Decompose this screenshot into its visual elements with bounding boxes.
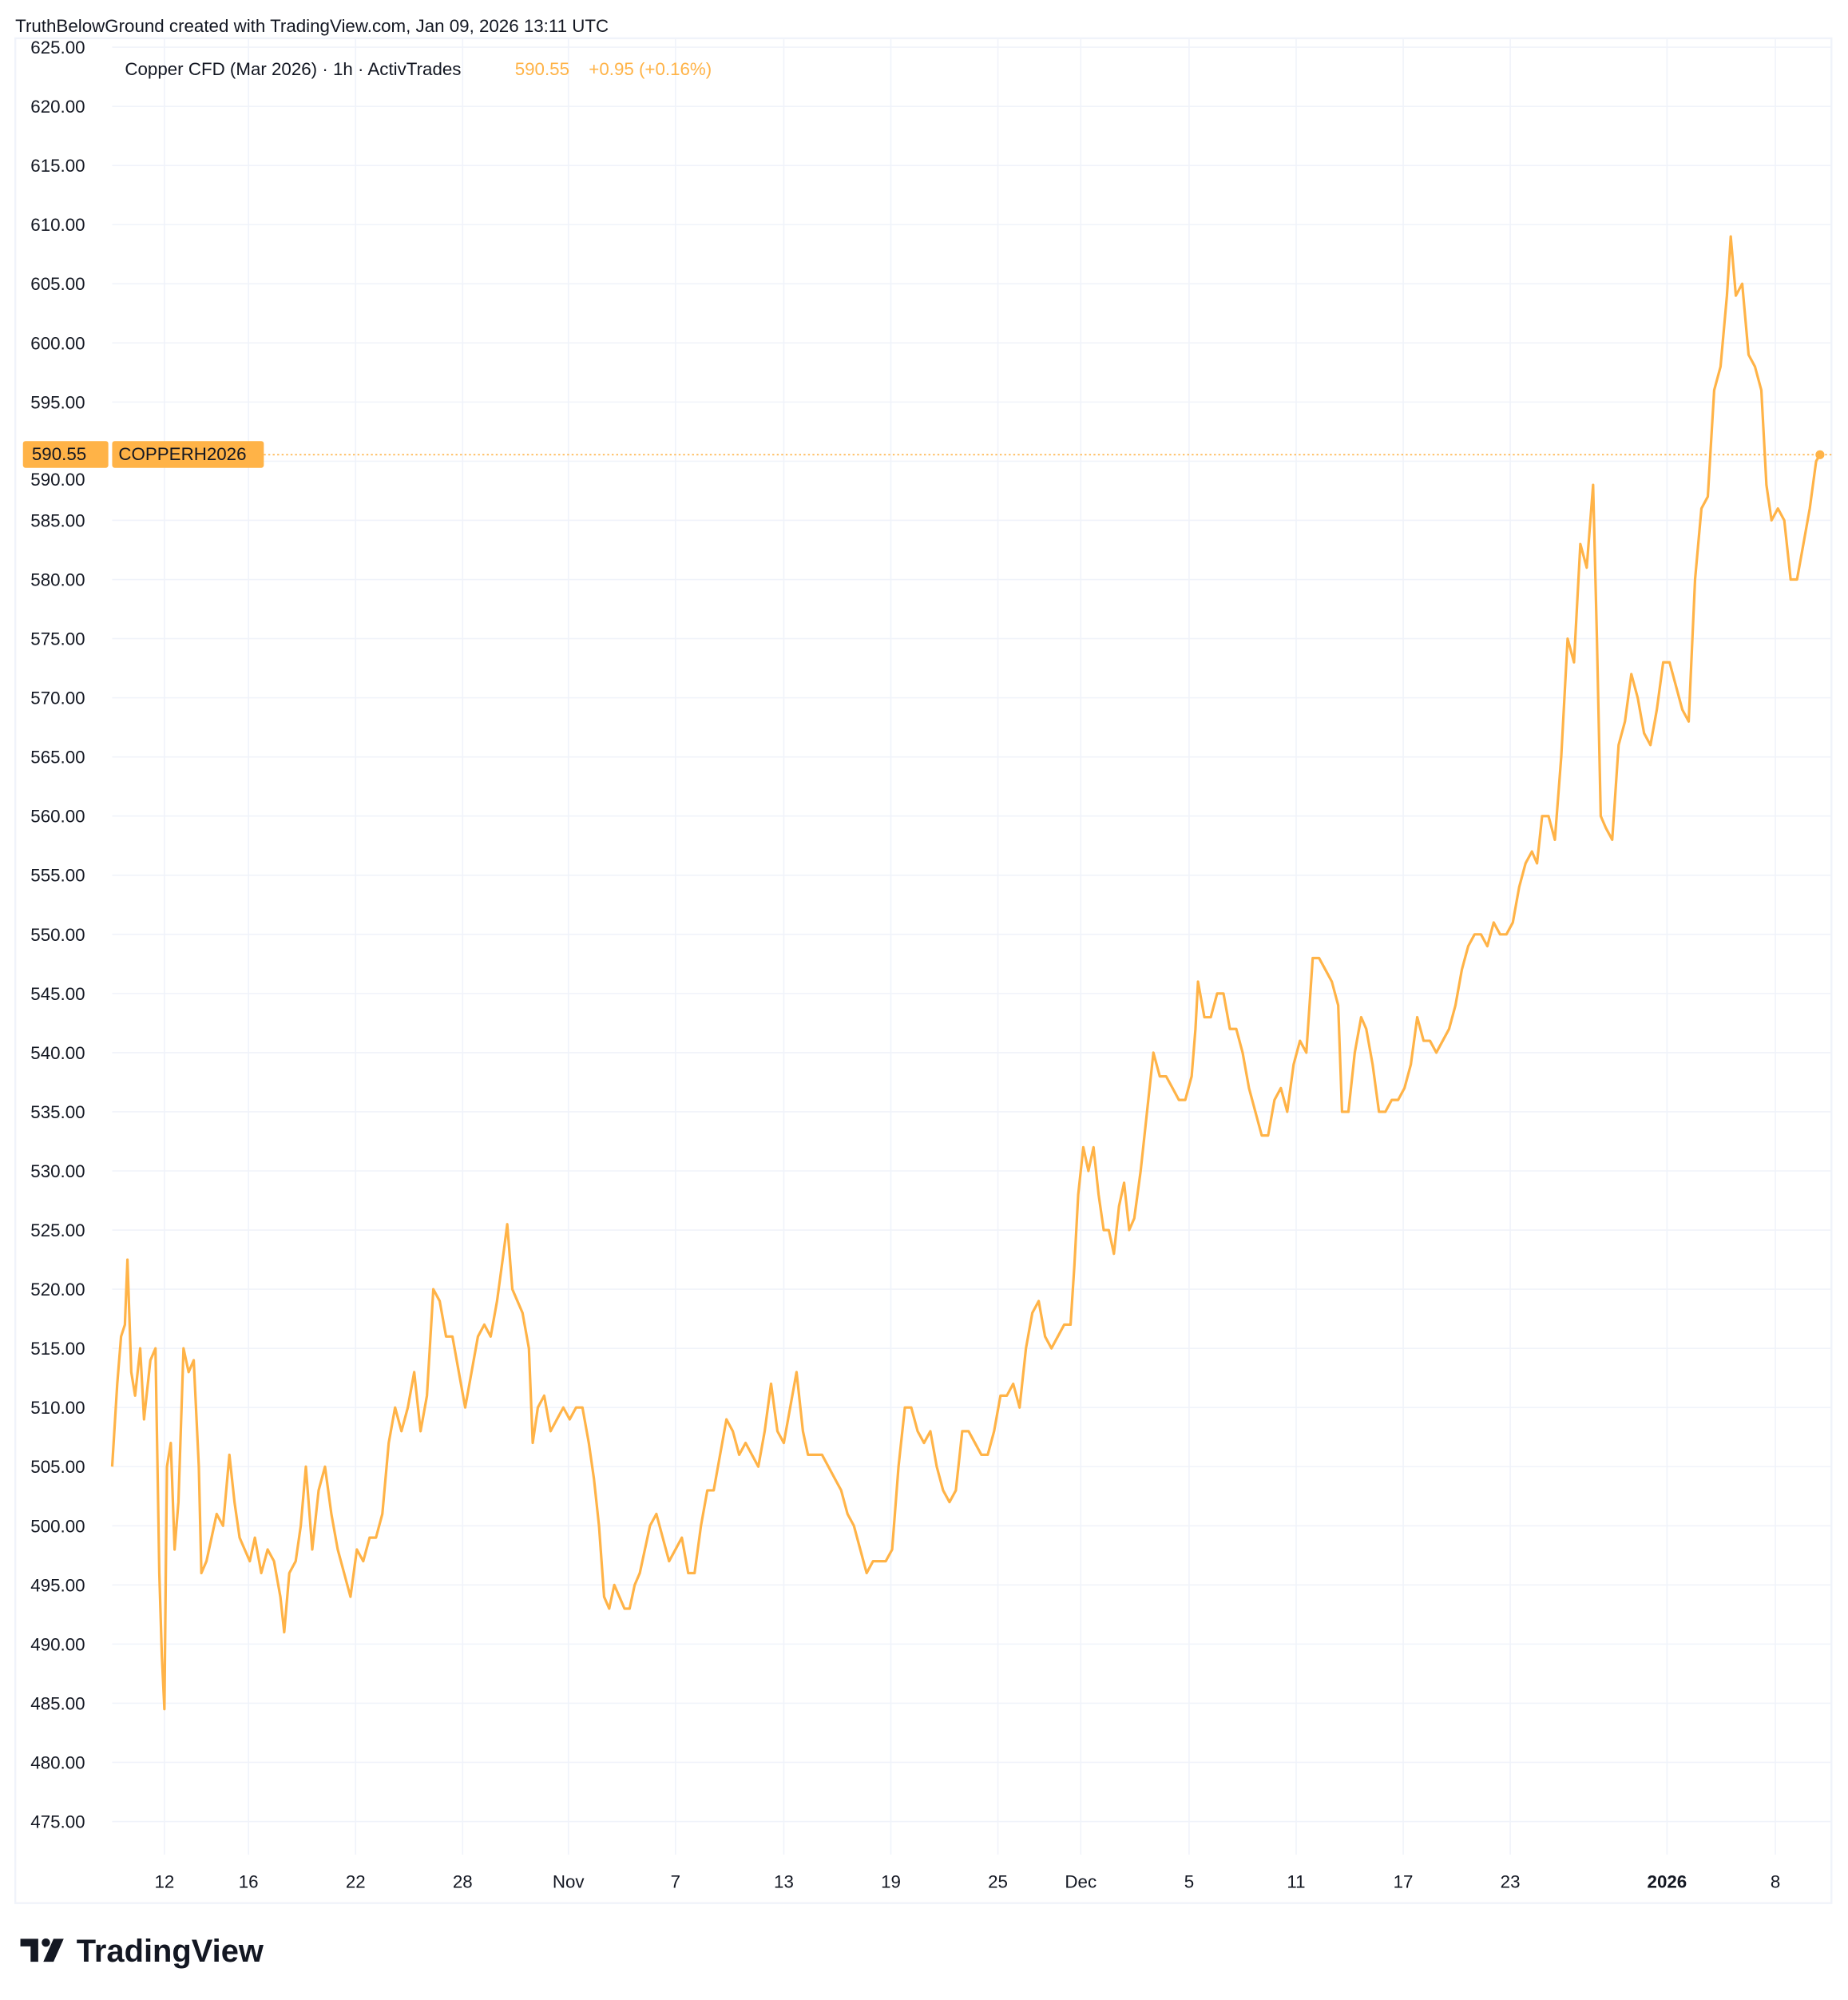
y-tick-label: 500.00	[30, 1516, 85, 1536]
x-tick-label: 19	[881, 1872, 901, 1892]
legend: Copper CFD (Mar 2026) · 1h · ActivTrades…	[125, 59, 712, 79]
x-tick-label: Nov	[553, 1872, 585, 1892]
y-tick-label: 490.00	[30, 1634, 85, 1654]
tradingview-logo-icon	[20, 1938, 64, 1962]
y-tick-label: 480.00	[30, 1752, 85, 1772]
tradingview-logo-text: TradingView	[77, 1934, 264, 1969]
x-tick-label: 28	[453, 1872, 473, 1892]
y-tick-label: 590.00	[30, 470, 85, 490]
y-tick-label: 475.00	[30, 1812, 85, 1832]
y-tick-label: 510.00	[30, 1398, 85, 1418]
x-tick-label: 12	[154, 1872, 174, 1892]
price-label-value: 590.55	[32, 444, 86, 464]
x-tick-label: 13	[774, 1872, 794, 1892]
chart-frame	[14, 37, 1833, 1904]
legend-symbol: Copper CFD (Mar 2026) · 1h · ActivTrades	[125, 59, 461, 79]
price-label-box	[22, 441, 109, 468]
y-tick-label: 545.00	[30, 984, 85, 1004]
y-tick-label: 605.00	[30, 274, 85, 294]
x-tick-label: 11	[1287, 1872, 1305, 1892]
time-axis[interactable]: 12 16 22 28 Nov 7 13 19 25 Dec 5 11 17 23 2026 8	[154, 1872, 1780, 1892]
y-tick-label: 535.00	[30, 1102, 85, 1122]
y-tick-label: 625.00	[30, 38, 85, 58]
x-tick-label: 23	[1501, 1872, 1521, 1892]
x-tick-label: 7	[671, 1872, 680, 1892]
attribution-text: TruthBelowGround created with TradingVie…	[15, 16, 609, 36]
y-tick-label: 620.00	[30, 97, 85, 117]
y-tick-label: 575.00	[30, 629, 85, 649]
price-line-series[interactable]	[110, 235, 1822, 1711]
x-tick-label: Dec	[1065, 1872, 1097, 1892]
symbol-label-text: COPPERH2026	[118, 444, 246, 464]
price-axis[interactable]: 625.00 620.00 615.00 610.00 605.00 600.00 595.…	[30, 38, 85, 1831]
y-tick-label: 520.00	[30, 1280, 85, 1300]
x-tick-label: 8	[1771, 1872, 1780, 1892]
x-tick-label: 2026	[1648, 1872, 1687, 1892]
legend-change: +0.95 (+0.16%)	[589, 59, 712, 79]
y-tick-label: 565.00	[30, 748, 85, 768]
y-tick-label: 485.00	[30, 1693, 85, 1713]
y-tick-label: 525.00	[30, 1220, 85, 1240]
symbol-label-box	[112, 441, 264, 468]
y-tick-label: 615.00	[30, 156, 85, 176]
x-tick-label: 22	[346, 1872, 366, 1892]
y-tick-label: 560.00	[30, 807, 85, 827]
last-price-dot	[1815, 450, 1825, 459]
x-tick-label: 17	[1394, 1872, 1414, 1892]
y-tick-label: 515.00	[30, 1339, 85, 1359]
y-tick-label: 585.00	[30, 510, 85, 530]
x-tick-label: 16	[239, 1872, 259, 1892]
y-tick-label: 555.00	[30, 866, 85, 886]
y-tick-label: 570.00	[30, 688, 85, 708]
legend-last-price: 590.55	[515, 59, 569, 79]
x-tick-label: 5	[1184, 1872, 1194, 1892]
y-tick-label: 600.00	[30, 333, 85, 353]
x-tick-label: 25	[988, 1872, 1008, 1892]
y-tick-label: 530.00	[30, 1161, 85, 1181]
current-price-label: 590.55 COPPERH2026	[22, 441, 264, 468]
y-tick-label: 610.00	[30, 215, 85, 235]
y-tick-label: 595.00	[30, 392, 85, 412]
y-tick-label: 495.00	[30, 1575, 85, 1595]
y-tick-label: 580.00	[30, 570, 85, 590]
y-tick-label: 540.00	[30, 1043, 85, 1063]
y-tick-label: 550.00	[30, 925, 85, 945]
tradingview-logo[interactable]: TradingView	[20, 1934, 264, 1969]
y-tick-label: 505.00	[30, 1457, 85, 1477]
